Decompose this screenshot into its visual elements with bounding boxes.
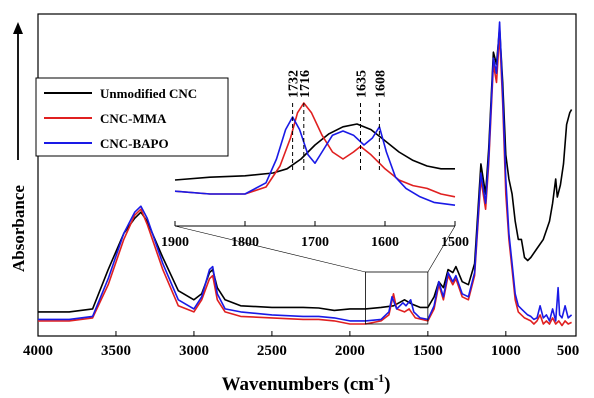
legend-label-unmodified: Unmodified CNC bbox=[100, 86, 197, 101]
y-axis-label: Absorbance bbox=[9, 185, 28, 272]
x-axis-ticks: 4000 3500 3000 2500 2000 1500 1000 500 bbox=[23, 331, 579, 359]
inset-x-tick-label: 1900 bbox=[161, 235, 189, 250]
peak-label-1716: 1716 bbox=[298, 70, 313, 98]
series-line-2 bbox=[38, 21, 573, 322]
x-tick-label: 2500 bbox=[257, 343, 287, 359]
plot-frame bbox=[37, 13, 577, 337]
series-line-0 bbox=[38, 27, 573, 313]
peak-label-1608: 1608 bbox=[373, 70, 388, 98]
y-axis-arrow-head bbox=[13, 22, 23, 34]
x-tick-label: 1000 bbox=[491, 343, 521, 359]
inset-x-tick-label: 1700 bbox=[301, 235, 329, 250]
inset-series-line-2 bbox=[174, 116, 456, 206]
x-tick-label: 3500 bbox=[101, 343, 131, 359]
peak-label-1635: 1635 bbox=[355, 70, 370, 98]
x-tick-label: 500 bbox=[557, 343, 580, 359]
zoom-region-box bbox=[365, 271, 429, 325]
legend: Unmodified CNC CNC-MMA CNC-BAPO bbox=[35, 77, 229, 157]
inset-x-tick-label: 1600 bbox=[371, 235, 399, 250]
legend-label-bapo: CNC-BAPO bbox=[100, 136, 169, 151]
x-tick-label: 2000 bbox=[335, 343, 365, 359]
inset-series-line-0 bbox=[174, 123, 455, 181]
zoom-connector-left bbox=[174, 225, 366, 273]
legend-label-mma: CNC-MMA bbox=[100, 111, 167, 126]
inset-series-line-1 bbox=[174, 102, 456, 198]
peak-label-1732: 1732 bbox=[287, 70, 302, 98]
x-tick-label: 1500 bbox=[413, 343, 443, 359]
x-tick-label: 4000 bbox=[23, 343, 53, 359]
x-axis-label: Wavenumbers (cm-1) bbox=[222, 371, 391, 395]
inset-series-group bbox=[174, 102, 456, 206]
inset-x-ticks: 1900 1800 1700 1600 1500 bbox=[161, 221, 469, 250]
zoom-connector-right bbox=[427, 225, 456, 273]
main-series-group bbox=[38, 21, 573, 327]
inset-x-tick-label: 1500 bbox=[441, 235, 469, 250]
x-tick-label: 3000 bbox=[179, 343, 209, 359]
inset-x-tick-label: 1800 bbox=[231, 235, 259, 250]
